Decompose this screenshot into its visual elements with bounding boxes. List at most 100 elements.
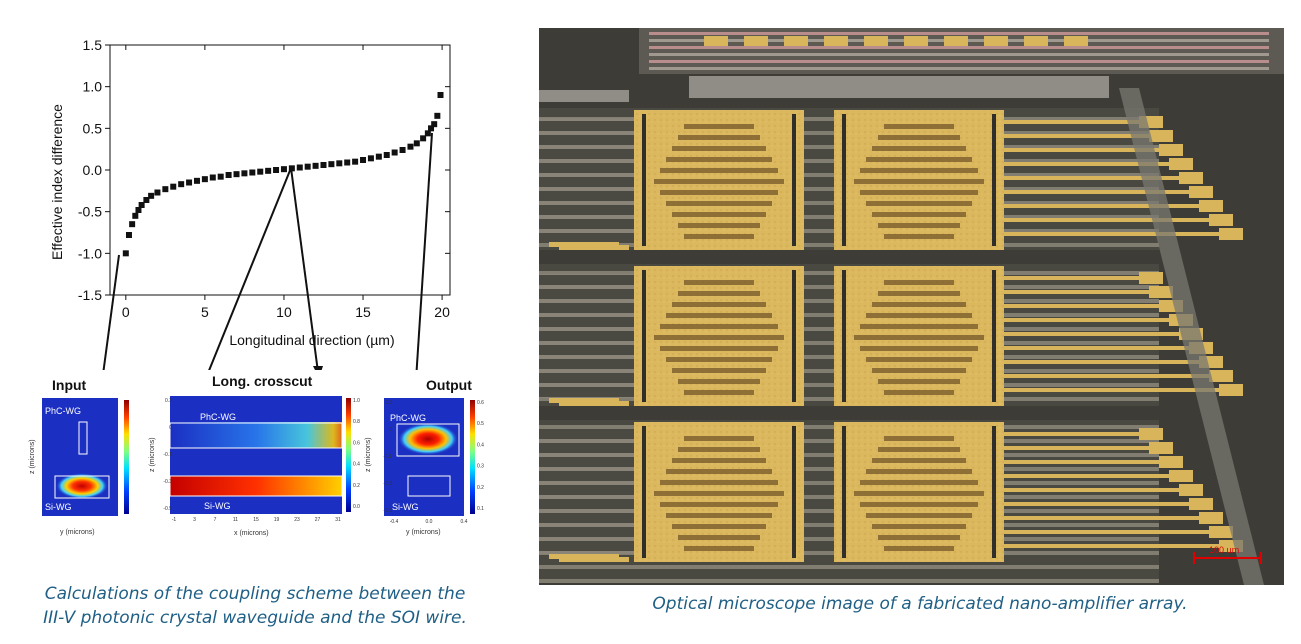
device-waveguide [666, 513, 772, 518]
top-wire [649, 53, 1269, 56]
y-tick-label: 1.0 [83, 79, 103, 95]
feed-line [1004, 502, 1194, 506]
device-waveguide [860, 168, 978, 173]
feed-pad [1179, 172, 1203, 184]
left-caption-line2: III-V photonic crystal waveguide and the… [43, 608, 467, 628]
x-tick-label: 15 [355, 304, 371, 320]
scale-bar-label: 100 µm [1209, 545, 1239, 555]
device-waveguide [678, 535, 760, 540]
feed-line [1004, 318, 1174, 322]
device-waveguide [878, 379, 960, 384]
device-rail [842, 426, 846, 558]
input-title: Input [52, 377, 87, 393]
device-rail [792, 270, 796, 402]
device-waveguide [660, 346, 778, 351]
left-feed-line [589, 554, 619, 559]
output-xticks: -0.4 0.0 0.4 [390, 519, 468, 525]
output-phc-outline [396, 423, 460, 457]
device-waveguide [660, 502, 778, 507]
feed-line [1004, 190, 1194, 194]
input-ylabel: z (microns) [29, 439, 36, 474]
top-wire [649, 46, 1269, 49]
left-waveguide-bank [539, 430, 634, 554]
panel-x-tick: 31 [335, 517, 341, 523]
device-waveguide [678, 223, 760, 228]
panel-y-tick: -0.1 [163, 452, 172, 458]
crosscut-cticks: 1.0 0.8 0.6 0.4 0.2 0.0 [353, 398, 360, 510]
left-feed-line [569, 242, 599, 247]
left-feed-line [569, 554, 599, 559]
device-waveguide [654, 491, 784, 496]
device-waveguide [684, 234, 754, 239]
input-si-outline [54, 475, 110, 499]
feed-pad [1179, 484, 1203, 496]
row-separator-2 [539, 406, 1284, 420]
feed-line [1004, 346, 1194, 350]
device-waveguide [666, 469, 772, 474]
device-waveguide [854, 335, 984, 340]
feed-line [1004, 474, 1174, 478]
y-tick-label: 0.0 [83, 162, 103, 178]
crosscut-phc-outline [169, 422, 343, 449]
device-waveguide [872, 524, 966, 529]
left-caption-line1: Calculations of the coupling scheme betw… [44, 584, 466, 604]
data-point [437, 92, 444, 98]
y-tick-label: 0.5 [83, 120, 103, 136]
feed-pad [1209, 214, 1233, 226]
input-colorbar [124, 400, 129, 514]
device-waveguide [678, 447, 760, 452]
feed-pad [1159, 144, 1183, 156]
data-point [336, 160, 343, 167]
output-si-label: Si-WG [392, 502, 419, 512]
left-feed-line [599, 245, 629, 250]
data-point [143, 197, 150, 203]
feed-line [1004, 232, 1224, 236]
data-point [201, 176, 208, 183]
feed-line [1004, 374, 1214, 378]
device-waveguide [884, 436, 954, 441]
device-rail [642, 114, 646, 246]
x-tick-label: 0 [122, 304, 130, 320]
chart-points [122, 92, 444, 257]
data-point [209, 174, 216, 181]
device-waveguide [866, 513, 972, 518]
feed-line [1004, 332, 1184, 336]
feed-line [1004, 304, 1164, 308]
feed-line [1004, 120, 1144, 124]
data-point [391, 149, 398, 156]
left-feed-line [579, 557, 609, 562]
panel-y-tick: 0 [169, 425, 172, 431]
device-waveguide [884, 124, 954, 129]
data-point [148, 192, 155, 199]
y-tick-label: 1.5 [83, 37, 103, 53]
left-feed-line [559, 245, 589, 250]
device-waveguide [866, 469, 972, 474]
crosscut-arrowhead [313, 366, 323, 370]
data-point [186, 179, 193, 186]
data-point [135, 207, 142, 213]
panel-y-tick: 0.3 [385, 400, 392, 406]
data-point [399, 147, 406, 153]
panel-x-tick: -1 [172, 517, 177, 523]
data-point [304, 163, 311, 170]
left-feed-line [599, 557, 629, 562]
panel-y-tick: -0.5 [383, 508, 392, 514]
crosscut-bottom-mode [170, 476, 342, 496]
data-point [367, 155, 374, 162]
data-point [312, 162, 319, 169]
output-mode-hotspot [398, 423, 458, 455]
top-pad [1064, 36, 1088, 46]
feed-pad [1209, 526, 1233, 538]
data-point [122, 250, 129, 257]
panel-x-tick: 7 [214, 517, 217, 523]
crosscut-yticks: 0.3 0 -0.1 -0.3 -0.5 [163, 398, 172, 512]
device-rail [792, 426, 796, 558]
feed-pad [1159, 456, 1183, 468]
device-waveguide [872, 212, 966, 217]
output-title: Output [426, 377, 472, 393]
crosscut-ylabel: z (microns) [149, 437, 156, 472]
device-waveguide [860, 346, 978, 351]
device-waveguide [878, 535, 960, 540]
feed-pad [1199, 512, 1223, 524]
left-feed-line [549, 554, 579, 559]
